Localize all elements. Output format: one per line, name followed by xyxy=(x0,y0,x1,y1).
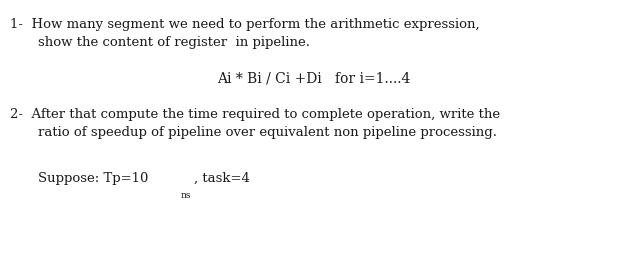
Text: 1-  How many segment we need to perform the arithmetic expression,: 1- How many segment we need to perform t… xyxy=(10,18,480,31)
Text: ratio of speedup of pipeline over equivalent non pipeline processing.: ratio of speedup of pipeline over equiva… xyxy=(38,126,497,139)
Text: ns: ns xyxy=(181,191,191,200)
Text: show the content of register  in pipeline.: show the content of register in pipeline… xyxy=(38,36,310,49)
Text: , task=4: , task=4 xyxy=(194,172,250,185)
Text: Suppose: Tp=10: Suppose: Tp=10 xyxy=(38,172,148,185)
Text: Ai * Bi / Ci +Di   for i=1....4: Ai * Bi / Ci +Di for i=1....4 xyxy=(217,72,411,86)
Text: 2-  After that compute the time required to complete operation, write the: 2- After that compute the time required … xyxy=(10,108,500,121)
